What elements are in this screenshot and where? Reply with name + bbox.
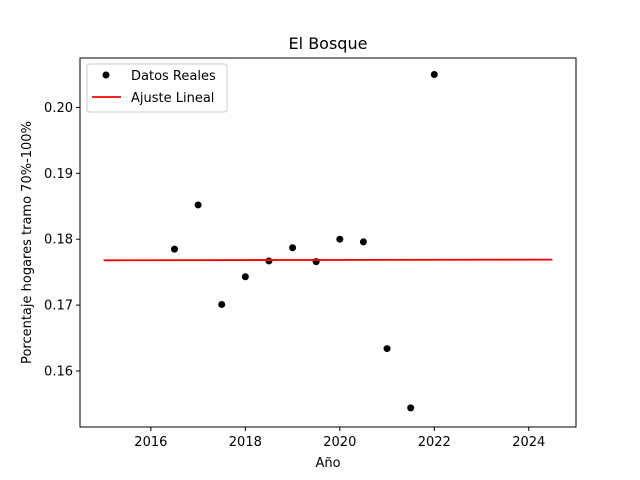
data-point [407, 404, 415, 412]
y-tick-label: 0.16 [44, 364, 73, 379]
legend-marker-datos-reales [102, 71, 110, 79]
data-point [241, 273, 249, 281]
x-tick-label: 2018 [229, 435, 262, 450]
data-point [359, 238, 367, 246]
plot-area [80, 58, 576, 427]
chart-title: El Bosque [289, 34, 368, 53]
y-tick-label: 0.17 [44, 299, 73, 314]
legend-box [86, 63, 228, 113]
data-point [336, 235, 344, 243]
x-tick-label: 2022 [418, 435, 451, 450]
x-tick-label: 2016 [134, 435, 167, 450]
plot-frame [79, 57, 577, 428]
x-axis-label: Año [315, 456, 340, 471]
data-point [170, 245, 178, 253]
data-point [194, 201, 202, 209]
x-tick-label: 2024 [512, 435, 545, 450]
legend-label-datos-reales: Datos Reales [131, 69, 216, 84]
fit-line [103, 258, 553, 262]
legend: Datos Reales Ajuste Lineal [86, 63, 228, 113]
data-point [218, 300, 226, 308]
data-point [383, 345, 391, 353]
y-tick-label: 0.19 [44, 167, 73, 182]
y-tick-label: 0.18 [44, 233, 73, 248]
y-tick-label: 0.20 [44, 101, 73, 116]
y-axis-label: Porcentaje hogares tramo 70%-100% [20, 121, 35, 364]
x-axis-ticks: 2016 2018 2020 2022 2024 [134, 427, 545, 450]
y-axis-ticks: 0.16 0.17 0.18 0.19 0.20 [44, 101, 80, 379]
x-tick-label: 2020 [323, 435, 356, 450]
data-series [103, 70, 553, 412]
data-point [289, 244, 297, 252]
legend-label-ajuste-lineal: Ajuste Lineal [131, 91, 214, 106]
data-point [430, 70, 438, 78]
